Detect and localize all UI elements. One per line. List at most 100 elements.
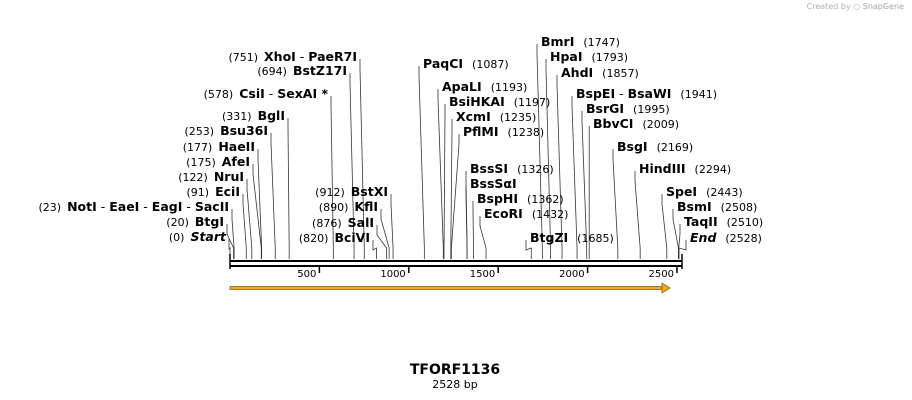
site-label-bsmi[interactable]: BsmI (2508) bbox=[677, 199, 757, 214]
orf-arrow-head[interactable] bbox=[661, 282, 671, 294]
site-name-part: HpaI bbox=[550, 49, 583, 64]
site-label-hindiii[interactable]: HindIII (2294) bbox=[639, 161, 731, 176]
site-label-hpai[interactable]: HpaI (1793) bbox=[550, 49, 628, 64]
site-label-ecori[interactable]: EcoRI (1432) bbox=[484, 206, 568, 221]
site-label-paqci[interactable]: PaqCI (1087) bbox=[423, 56, 509, 71]
site-name-part: SacII bbox=[195, 199, 229, 214]
dna-backbone bbox=[229, 254, 683, 269]
site-leader bbox=[242, 194, 247, 259]
site-position: (2294) bbox=[695, 163, 732, 176]
site-position: (177) bbox=[183, 141, 213, 154]
site-label-ecii[interactable]: EciI (91) bbox=[187, 184, 240, 199]
site-label-kfli[interactable]: KflI (890) bbox=[319, 199, 378, 214]
axis-tick-label: 1500 bbox=[470, 269, 495, 280]
site-label-bsgi[interactable]: BsgI (2169) bbox=[617, 139, 693, 154]
site-name-part: HindIII bbox=[639, 161, 686, 176]
site-name-part: BspHI bbox=[477, 191, 518, 206]
site-label-btgi[interactable]: BtgI (20) bbox=[166, 214, 224, 229]
site-label-xcmi[interactable]: XcmI (1235) bbox=[456, 109, 536, 124]
site-leader bbox=[450, 134, 460, 259]
site-label-bsphi[interactable]: BspHI (1362) bbox=[477, 191, 564, 206]
site-name: EciI bbox=[215, 184, 240, 199]
site-label-nrui[interactable]: NruI (122) bbox=[178, 169, 244, 184]
site-position: (1685) bbox=[577, 232, 614, 245]
site-label-sali[interactable]: SalI (876) bbox=[312, 215, 374, 230]
site-label-bspei[interactable]: BspEI - BsaWI (1941) bbox=[576, 86, 717, 101]
site-name-separator: - bbox=[296, 49, 308, 64]
site-label-apali[interactable]: ApaLI (1193) bbox=[442, 79, 527, 94]
site-position: (23) bbox=[38, 201, 61, 214]
site-labels[interactable]: Start (0) BtgI (20) NotI - EaeI - EagI - Sac… bbox=[38, 34, 763, 245]
site-leader bbox=[612, 149, 619, 259]
site-position: (2510) bbox=[727, 216, 764, 229]
site-leader bbox=[525, 240, 532, 259]
feature-track bbox=[229, 282, 671, 294]
site-leader bbox=[556, 75, 563, 259]
site-leader bbox=[581, 111, 588, 259]
site-leader bbox=[571, 96, 578, 259]
site-label-bsssi[interactable]: BssSI (1326) bbox=[470, 161, 554, 176]
site-label-bmri[interactable]: BmrI (1747) bbox=[541, 34, 620, 49]
site-label-haeii[interactable]: HaeII (177) bbox=[183, 139, 255, 154]
site-label-bstz17i[interactable]: BstZ17I (694) bbox=[257, 63, 347, 78]
site-name-part: BsaWI bbox=[628, 86, 672, 101]
site-label-bsihkai[interactable]: BsiHKAI (1197) bbox=[449, 94, 550, 109]
site-position: (1235) bbox=[500, 111, 537, 124]
site-leader bbox=[380, 209, 390, 259]
site-name-part: BsmI bbox=[677, 199, 712, 214]
site-label-bbvci[interactable]: BbvCI (2009) bbox=[593, 116, 679, 131]
site-position: (2443) bbox=[706, 186, 743, 199]
site-label-btgzi[interactable]: BtgZI (1685) bbox=[530, 230, 614, 245]
site-leader bbox=[231, 209, 235, 259]
site-label-noti[interactable]: NotI - EaeI - EagI - SacII (23) bbox=[38, 199, 229, 214]
site-label-bsu36i[interactable]: Bsu36I (253) bbox=[184, 123, 268, 138]
site-label-csii[interactable]: CsiI - SexAI * (578) bbox=[204, 86, 329, 101]
site-name-part: KflI bbox=[354, 199, 378, 214]
site-position: (1326) bbox=[517, 163, 554, 176]
site-leader bbox=[246, 179, 253, 259]
site-name: BssSI bbox=[470, 161, 508, 176]
site-name-part: NruI bbox=[214, 169, 244, 184]
site-position: (122) bbox=[178, 171, 208, 184]
site-name: Bsu36I bbox=[220, 123, 268, 138]
site-name-part: PaeR7I bbox=[308, 49, 357, 64]
site-name: Start bbox=[190, 229, 227, 244]
site-label-xhoi[interactable]: XhoI - PaeR7I (751) bbox=[228, 49, 357, 64]
site-name: ApaLI bbox=[442, 79, 482, 94]
site-name: BspHI bbox=[477, 191, 518, 206]
site-label-pflmi[interactable]: PflMI (1238) bbox=[463, 124, 544, 139]
site-position: (20) bbox=[166, 216, 189, 229]
site-name-part: EciI bbox=[215, 184, 240, 199]
site-label-spei[interactable]: SpeI (2443) bbox=[666, 184, 743, 199]
site-label-bcivi[interactable]: BciVI (820) bbox=[299, 230, 370, 245]
site-label-bsss-i[interactable]: BssSαI bbox=[470, 176, 517, 191]
site-name: BssSαI bbox=[470, 176, 517, 191]
site-label-bsrgi[interactable]: BsrGI (1995) bbox=[586, 101, 670, 116]
site-name: BsrGI bbox=[586, 101, 624, 116]
site-name: NruI bbox=[214, 169, 244, 184]
site-name-part: BtgI bbox=[195, 214, 224, 229]
site-label-bgli[interactable]: BglI (331) bbox=[222, 108, 285, 123]
site-position: (253) bbox=[184, 125, 214, 138]
site-label-start[interactable]: Start (0) bbox=[169, 229, 227, 244]
site-position: (1857) bbox=[602, 67, 639, 80]
site-name: SpeI bbox=[666, 184, 697, 199]
site-position: (0) bbox=[169, 231, 185, 244]
site-name-part: BbvCI bbox=[593, 116, 633, 131]
site-name-part: End bbox=[690, 230, 717, 245]
site-name: BstXI bbox=[351, 184, 388, 199]
orf-arrow-body[interactable] bbox=[229, 286, 663, 290]
snapgene-logo-icon: ○ bbox=[853, 2, 861, 11]
site-name-part: BspEI bbox=[576, 86, 615, 101]
site-name-part: PflMI bbox=[463, 124, 499, 139]
site-label-ahdi[interactable]: AhdI (1857) bbox=[561, 65, 639, 80]
site-label-afei[interactable]: AfeI (175) bbox=[186, 154, 250, 169]
site-label-taqii[interactable]: TaqII (2510) bbox=[684, 214, 763, 229]
site-leader bbox=[226, 224, 234, 259]
site-label-end[interactable]: End (2528) bbox=[690, 230, 762, 245]
site-leader bbox=[257, 149, 263, 259]
site-label-bstxi[interactable]: BstXI (912) bbox=[315, 184, 388, 199]
site-leader bbox=[287, 118, 290, 259]
site-leader bbox=[672, 209, 679, 259]
site-name: BbvCI bbox=[593, 116, 633, 131]
